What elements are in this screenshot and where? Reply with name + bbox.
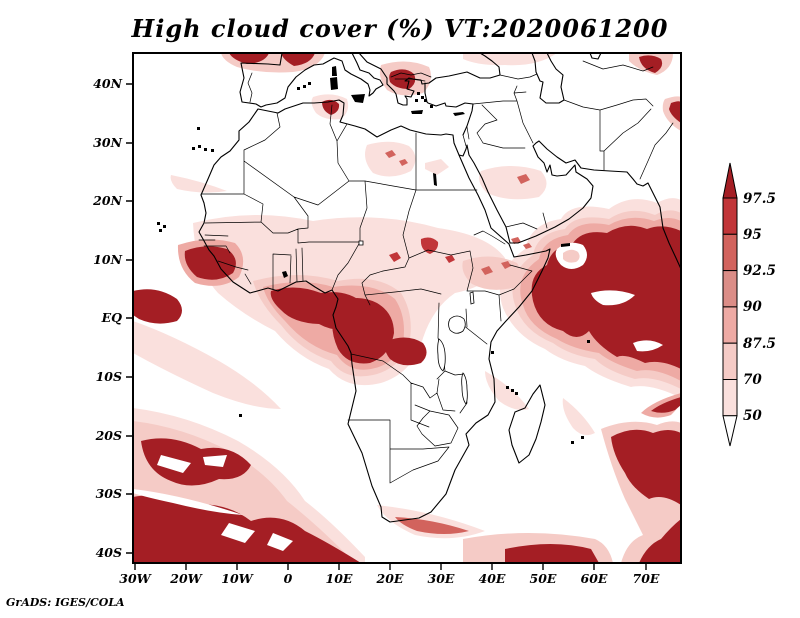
coastline-turkey-levant [424,82,474,136]
colorbar-arrow-bottom [722,415,738,447]
colorbar-segment [722,270,738,308]
lon-axis-ticks [134,563,647,570]
colorbar-label: 87.5 [743,336,776,352]
lakes [358,240,475,405]
lon-label: 70E [633,571,660,586]
coastline-africa [198,99,551,523]
colorbar-segment [722,306,738,344]
cloud-region-95 [389,237,455,263]
coastline-arabia-iran-india [458,140,681,270]
credit-text: GrADS: IGES/COLA [6,596,125,609]
lat-label: 20S [95,428,122,443]
map-content [133,53,681,563]
cloud-region-975 [133,53,681,563]
lat-label: 40S [96,545,122,560]
lat-label: 10S [96,369,122,384]
colorbar-arrow-top [722,162,738,199]
lon-label: 10W [221,571,254,586]
colorbar-label: 92.5 [743,263,776,279]
lat-label: 30N [93,135,122,150]
lon-label: 20W [169,571,203,586]
map-frame [132,52,682,564]
colorbar: 97.5 95 92.5 90 87.5 70 50 [722,162,776,447]
lon-axis-labels: 30W 20W 10W 0 10E 20E 30E 40E 50E 60E 70… [119,571,660,586]
colorbar-label: 97.5 [743,191,776,207]
lat-label: 10N [93,252,122,267]
lat-label: 40N [93,76,122,91]
lon-label: 30E [428,571,455,586]
cloud-region-70 [133,53,681,563]
lat-label: 20N [92,193,122,208]
lon-label: 50E [530,571,557,586]
coastline-caspian-aral [531,53,602,104]
colorbar-segment [722,342,738,380]
country-borders [198,60,674,484]
lat-label: EQ [101,310,123,325]
lon-label: 40E [479,571,506,586]
lon-label: 10E [326,571,353,586]
colorbar-label: 95 [743,227,762,243]
lon-label: 20E [376,571,404,586]
lat-axis-ticks [126,83,133,554]
lon-label: 60E [581,571,608,586]
coastline-iberia-italy [239,53,384,108]
plot-title: High cloud cover (%) VT:2020061200 [131,14,669,43]
colorbar-segment [722,233,738,272]
lat-label: 30S [96,486,122,501]
colorbar-label: 90 [743,299,762,315]
colorbar-segment [722,379,738,417]
colorbar-segment [722,197,738,235]
lon-label: 30W [119,571,152,586]
lat-axis-labels: 40N 30N 20N 10N EQ 10S 20S 30S 40S [92,76,122,560]
coastline-balkans-blacksea [358,53,501,106]
colorbar-label: 70 [743,372,762,388]
colorbar-label: 50 [743,408,762,424]
lon-label: 0 [284,571,293,586]
coastline-madagascar [508,384,546,464]
map: 40N 30N 20N 10N EQ 10S 20S 30S 40S 30W 2… [92,52,682,586]
cyclone-eye-swirl [563,249,580,263]
